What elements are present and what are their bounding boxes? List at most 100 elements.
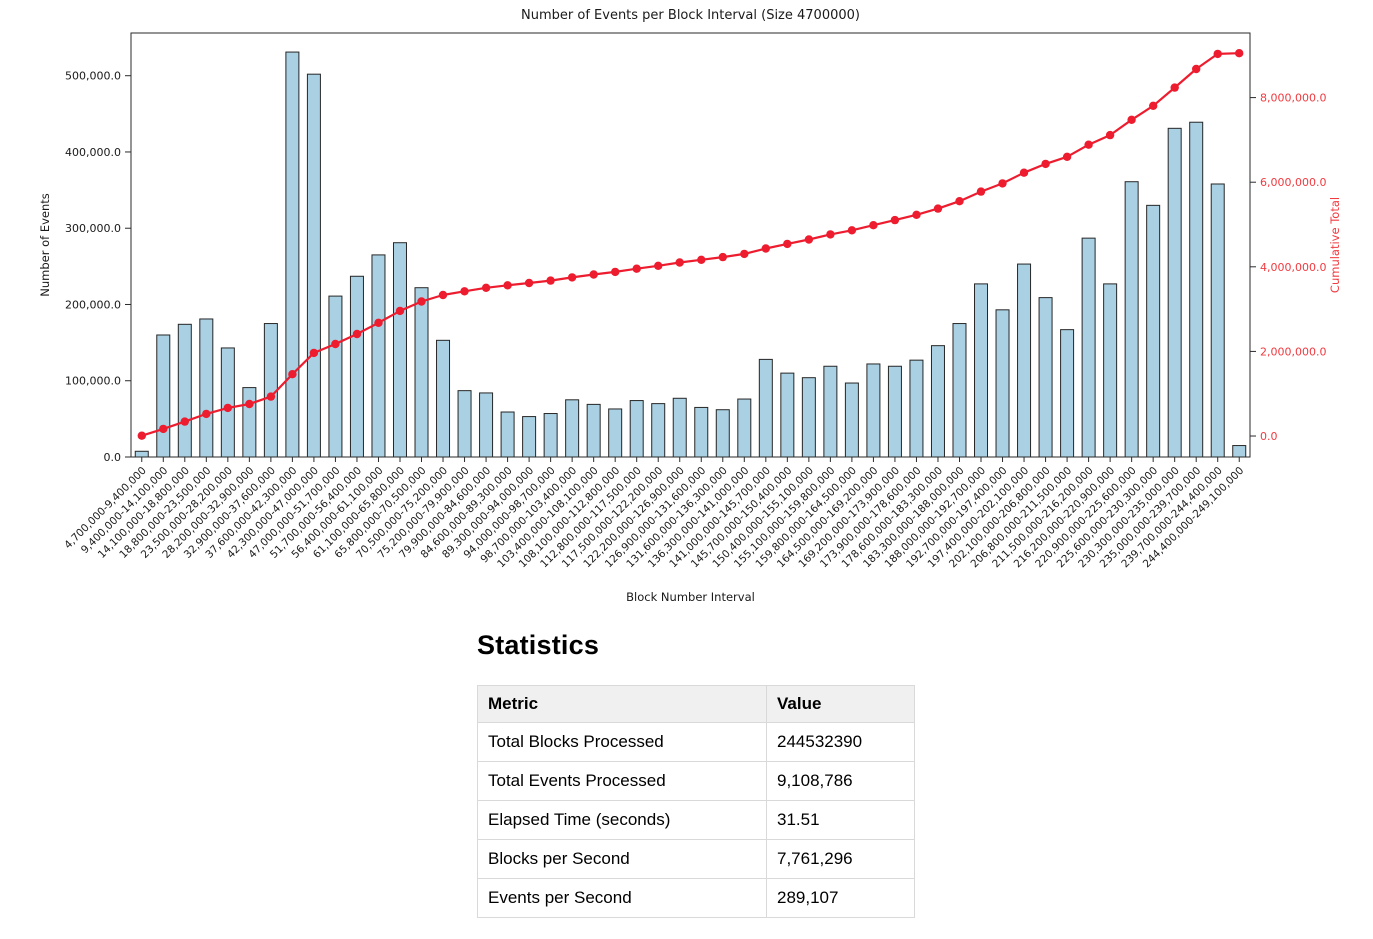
metric-cell: Total Events Processed	[477, 761, 767, 801]
data-point-marker	[567, 273, 577, 282]
data-point-marker	[1235, 49, 1244, 58]
bar	[457, 390, 472, 458]
data-point-marker	[847, 226, 857, 235]
bar	[349, 275, 364, 458]
bar	[909, 359, 924, 458]
value-cell: 9,108,786	[766, 761, 915, 801]
bar	[801, 377, 816, 458]
plot-frame	[130, 32, 1251, 458]
data-point-marker	[1192, 64, 1201, 74]
data-point-marker	[632, 264, 641, 273]
data-point-marker	[309, 348, 319, 358]
bar	[220, 347, 235, 458]
bar	[1060, 329, 1075, 458]
bar	[974, 283, 989, 458]
data-point-marker	[589, 270, 598, 279]
data-point-marker	[503, 281, 512, 290]
y-axis-label: Number of Events	[38, 193, 52, 297]
metric-cell: Blocks per Second	[477, 839, 767, 879]
bar	[1103, 283, 1118, 458]
bar	[758, 358, 773, 458]
data-point-marker	[524, 278, 534, 288]
data-point-marker	[976, 187, 986, 196]
bar	[177, 323, 192, 458]
bar	[737, 398, 752, 458]
right-axis-tick-label: 4,000,000.0	[1260, 261, 1326, 274]
bar	[866, 363, 881, 458]
chart-canvas: 0.0 100,000.0 200,000.0 300,000.0 400,000.0 5…	[38, 8, 1342, 604]
bar	[263, 323, 278, 458]
data-point-marker	[1127, 115, 1136, 125]
bar	[1017, 263, 1032, 458]
data-point-marker	[1105, 130, 1115, 140]
bar	[500, 411, 515, 458]
bar	[672, 397, 687, 458]
bar	[844, 382, 859, 458]
data-point-marker	[417, 297, 426, 306]
value-cell: 31.51	[766, 800, 915, 840]
data-point-marker	[955, 197, 964, 206]
bar	[715, 409, 730, 458]
bar	[522, 416, 537, 458]
data-point-marker	[890, 215, 900, 225]
x-axis-label: Block Number Interval	[626, 590, 755, 604]
data-point-marker	[1062, 152, 1072, 161]
table-row: Total Events Processed 9,108,786	[477, 761, 915, 801]
data-point-marker	[869, 221, 878, 230]
bar	[328, 295, 343, 458]
bar	[1210, 183, 1225, 458]
bar	[780, 372, 795, 458]
table-row: Blocks per Second 7,761,296	[477, 839, 915, 879]
metric-column-header: Metric	[477, 685, 767, 723]
data-point-marker	[1041, 159, 1050, 169]
y-axis-tick-label: 300,000.0	[65, 222, 121, 235]
data-point-marker	[611, 267, 620, 277]
y-axis-tick-label: 400,000.0	[65, 146, 121, 159]
bar	[543, 413, 558, 458]
bar	[414, 287, 429, 458]
x-axis: 4,700,000-9,400,0009,400,000-14,100,0001…	[62, 457, 1246, 570]
right-axis-tick-label: 8,000,000.0	[1260, 92, 1326, 105]
value-column-header: Value	[766, 685, 915, 723]
bar	[1146, 204, 1161, 458]
data-point-marker	[804, 235, 814, 244]
data-point-marker	[223, 403, 232, 413]
data-point-marker	[481, 283, 491, 292]
data-point-marker	[783, 239, 792, 249]
y-axis-tick-label: 200,000.0	[65, 298, 121, 311]
data-point-marker	[1084, 140, 1093, 149]
value-cell: 289,107	[766, 878, 915, 918]
y-axis-tick-label: 100,000.0	[65, 375, 121, 388]
bar	[1081, 237, 1096, 458]
bar	[199, 318, 214, 458]
bar	[285, 51, 300, 458]
data-point-marker	[761, 244, 770, 253]
metric-cell: Total Blocks Processed	[477, 722, 767, 762]
right-axis-tick-label: 0.0	[1260, 430, 1278, 443]
value-cell: 7,761,296	[766, 839, 915, 879]
bar	[1167, 127, 1182, 458]
table-row: Events per Second 289,107	[477, 878, 915, 918]
right-axis-tick-label: 6,000,000.0	[1260, 176, 1326, 189]
data-point-marker	[460, 287, 469, 296]
data-point-marker	[933, 204, 943, 213]
data-point-marker	[546, 276, 555, 285]
bar	[1038, 297, 1053, 458]
data-point-marker	[202, 409, 211, 419]
bars-series	[134, 51, 1247, 458]
data-point-marker	[697, 255, 706, 264]
data-point-marker	[266, 392, 276, 401]
bar	[952, 323, 967, 458]
data-point-marker	[654, 261, 663, 270]
bar	[242, 387, 257, 458]
right-axis-tick-label: 2,000,000.0	[1260, 345, 1326, 358]
data-point-marker	[331, 339, 340, 349]
bar	[629, 400, 644, 458]
table-row: Total Blocks Processed 244532390	[477, 722, 915, 762]
data-point-marker	[180, 417, 189, 426]
data-point-marker	[395, 306, 405, 316]
bar	[995, 309, 1010, 458]
data-point-marker	[998, 179, 1007, 188]
data-point-marker	[288, 370, 297, 379]
